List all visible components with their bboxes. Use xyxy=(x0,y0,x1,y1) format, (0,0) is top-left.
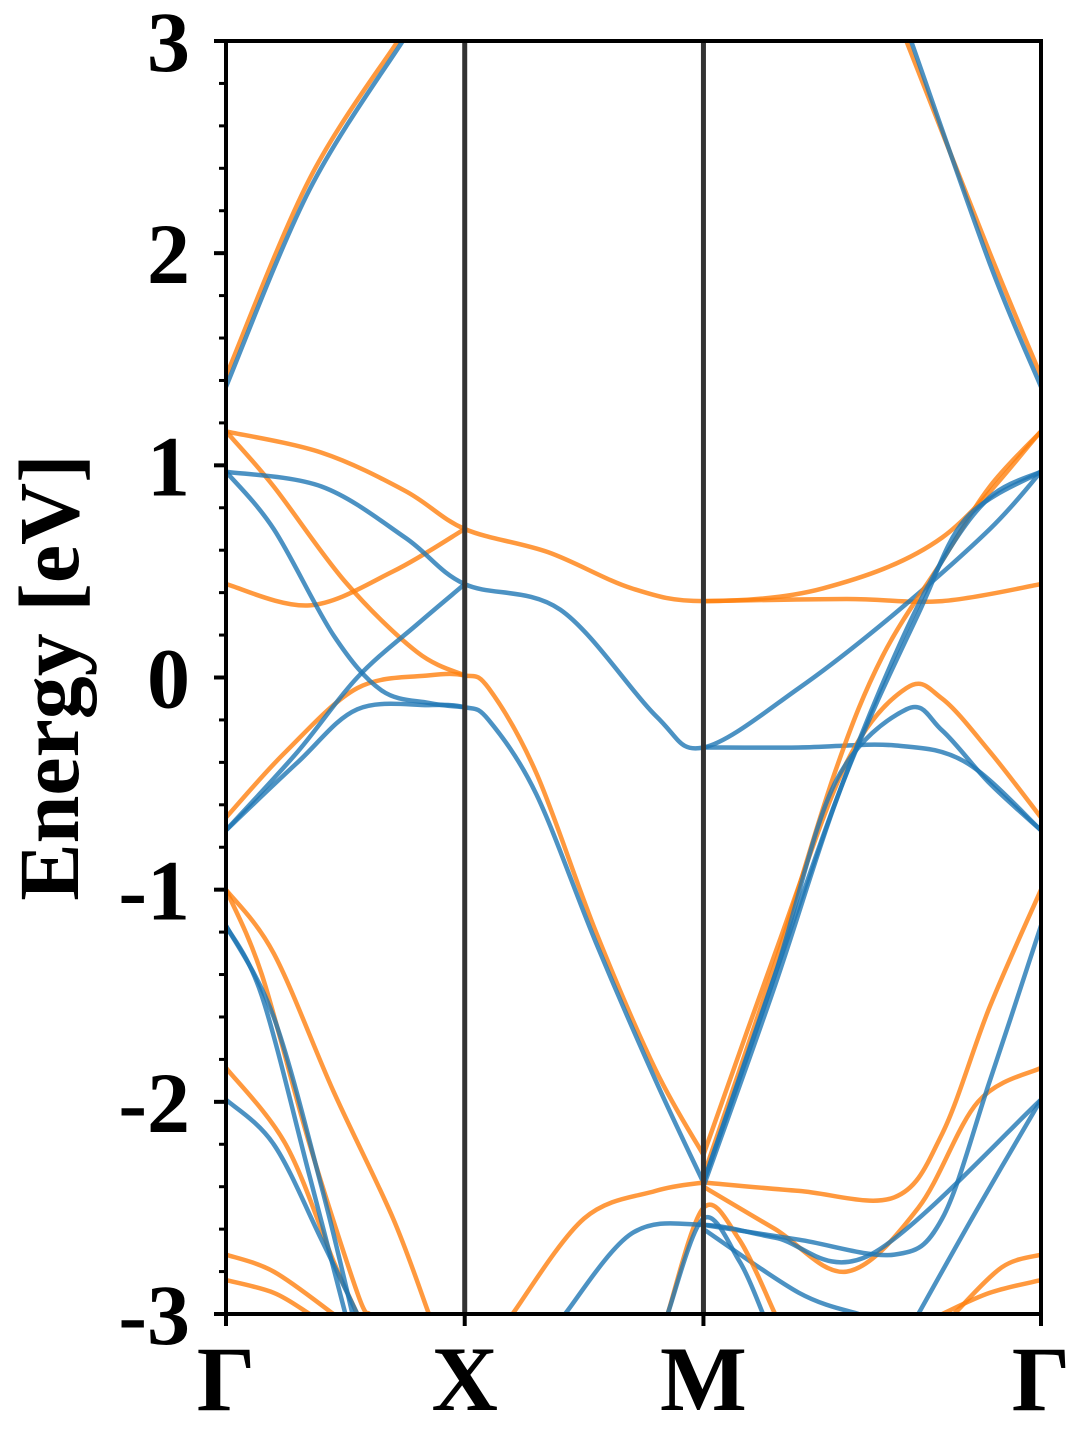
band-line-orange-24 xyxy=(226,887,432,1314)
band-line-orange-29 xyxy=(510,1180,706,1314)
band-line-blue-1 xyxy=(226,41,405,390)
band-line-orange-16 xyxy=(701,887,1041,1203)
band-line-orange-2 xyxy=(904,41,1041,379)
band-lines xyxy=(226,41,1041,1314)
y-ticks: -3 -2 -1 0 1 2 3 xyxy=(118,0,226,1363)
band-line-orange-6 xyxy=(226,526,467,608)
band-line-blue-37 xyxy=(665,1214,766,1314)
band-line-orange-14 xyxy=(701,681,1041,1158)
band-line-orange-28 xyxy=(226,1277,312,1314)
band-line-orange-5 xyxy=(226,429,467,678)
band-line-orange-17 xyxy=(701,1065,1041,1274)
band-line-orange-32 xyxy=(951,1252,1041,1314)
band-line-blue-12 xyxy=(226,701,706,1185)
band-line-orange-31 xyxy=(939,1277,1041,1314)
band-line-orange-8 xyxy=(226,671,706,1158)
band-line-blue-20 xyxy=(701,469,1041,1185)
band-line-orange-7 xyxy=(701,581,1041,605)
band-line-orange-27 xyxy=(226,1252,336,1314)
x-tick-label-2: M xyxy=(660,1328,747,1430)
y-tick-label: 3 xyxy=(147,0,190,90)
band-line-orange-4 xyxy=(226,429,1041,604)
y-tick-label: -1 xyxy=(118,843,190,939)
y-tick-label: 2 xyxy=(147,206,190,302)
y-axis-label: Energy [eV] xyxy=(1,454,97,901)
y-tick-label: 0 xyxy=(147,631,190,727)
band-line-blue-36 xyxy=(562,1097,1041,1314)
band-line-blue-23 xyxy=(916,1097,1041,1314)
y-tick-label: -2 xyxy=(118,1055,190,1151)
x-tick-label-0: Γ xyxy=(197,1328,256,1430)
high-symmetry-lines xyxy=(462,41,706,1314)
band-line-blue-22 xyxy=(701,1226,861,1314)
x-tick-label-3: Γ xyxy=(1012,1328,1071,1430)
band-line-orange-0 xyxy=(226,41,401,379)
band-line-blue-21 xyxy=(701,923,1041,1258)
y-tick-label: 1 xyxy=(147,418,190,514)
band-line-blue-35 xyxy=(226,1097,360,1314)
y-tick-label: -3 xyxy=(118,1267,190,1363)
band-line-blue-3 xyxy=(908,41,1041,390)
band-line-blue-11 xyxy=(226,581,467,833)
band-line-blue-13 xyxy=(701,742,1041,833)
x-tick-label-1: X xyxy=(431,1328,497,1430)
band-line-orange-15 xyxy=(701,429,1041,1179)
band-line-blue-34 xyxy=(226,923,355,1314)
